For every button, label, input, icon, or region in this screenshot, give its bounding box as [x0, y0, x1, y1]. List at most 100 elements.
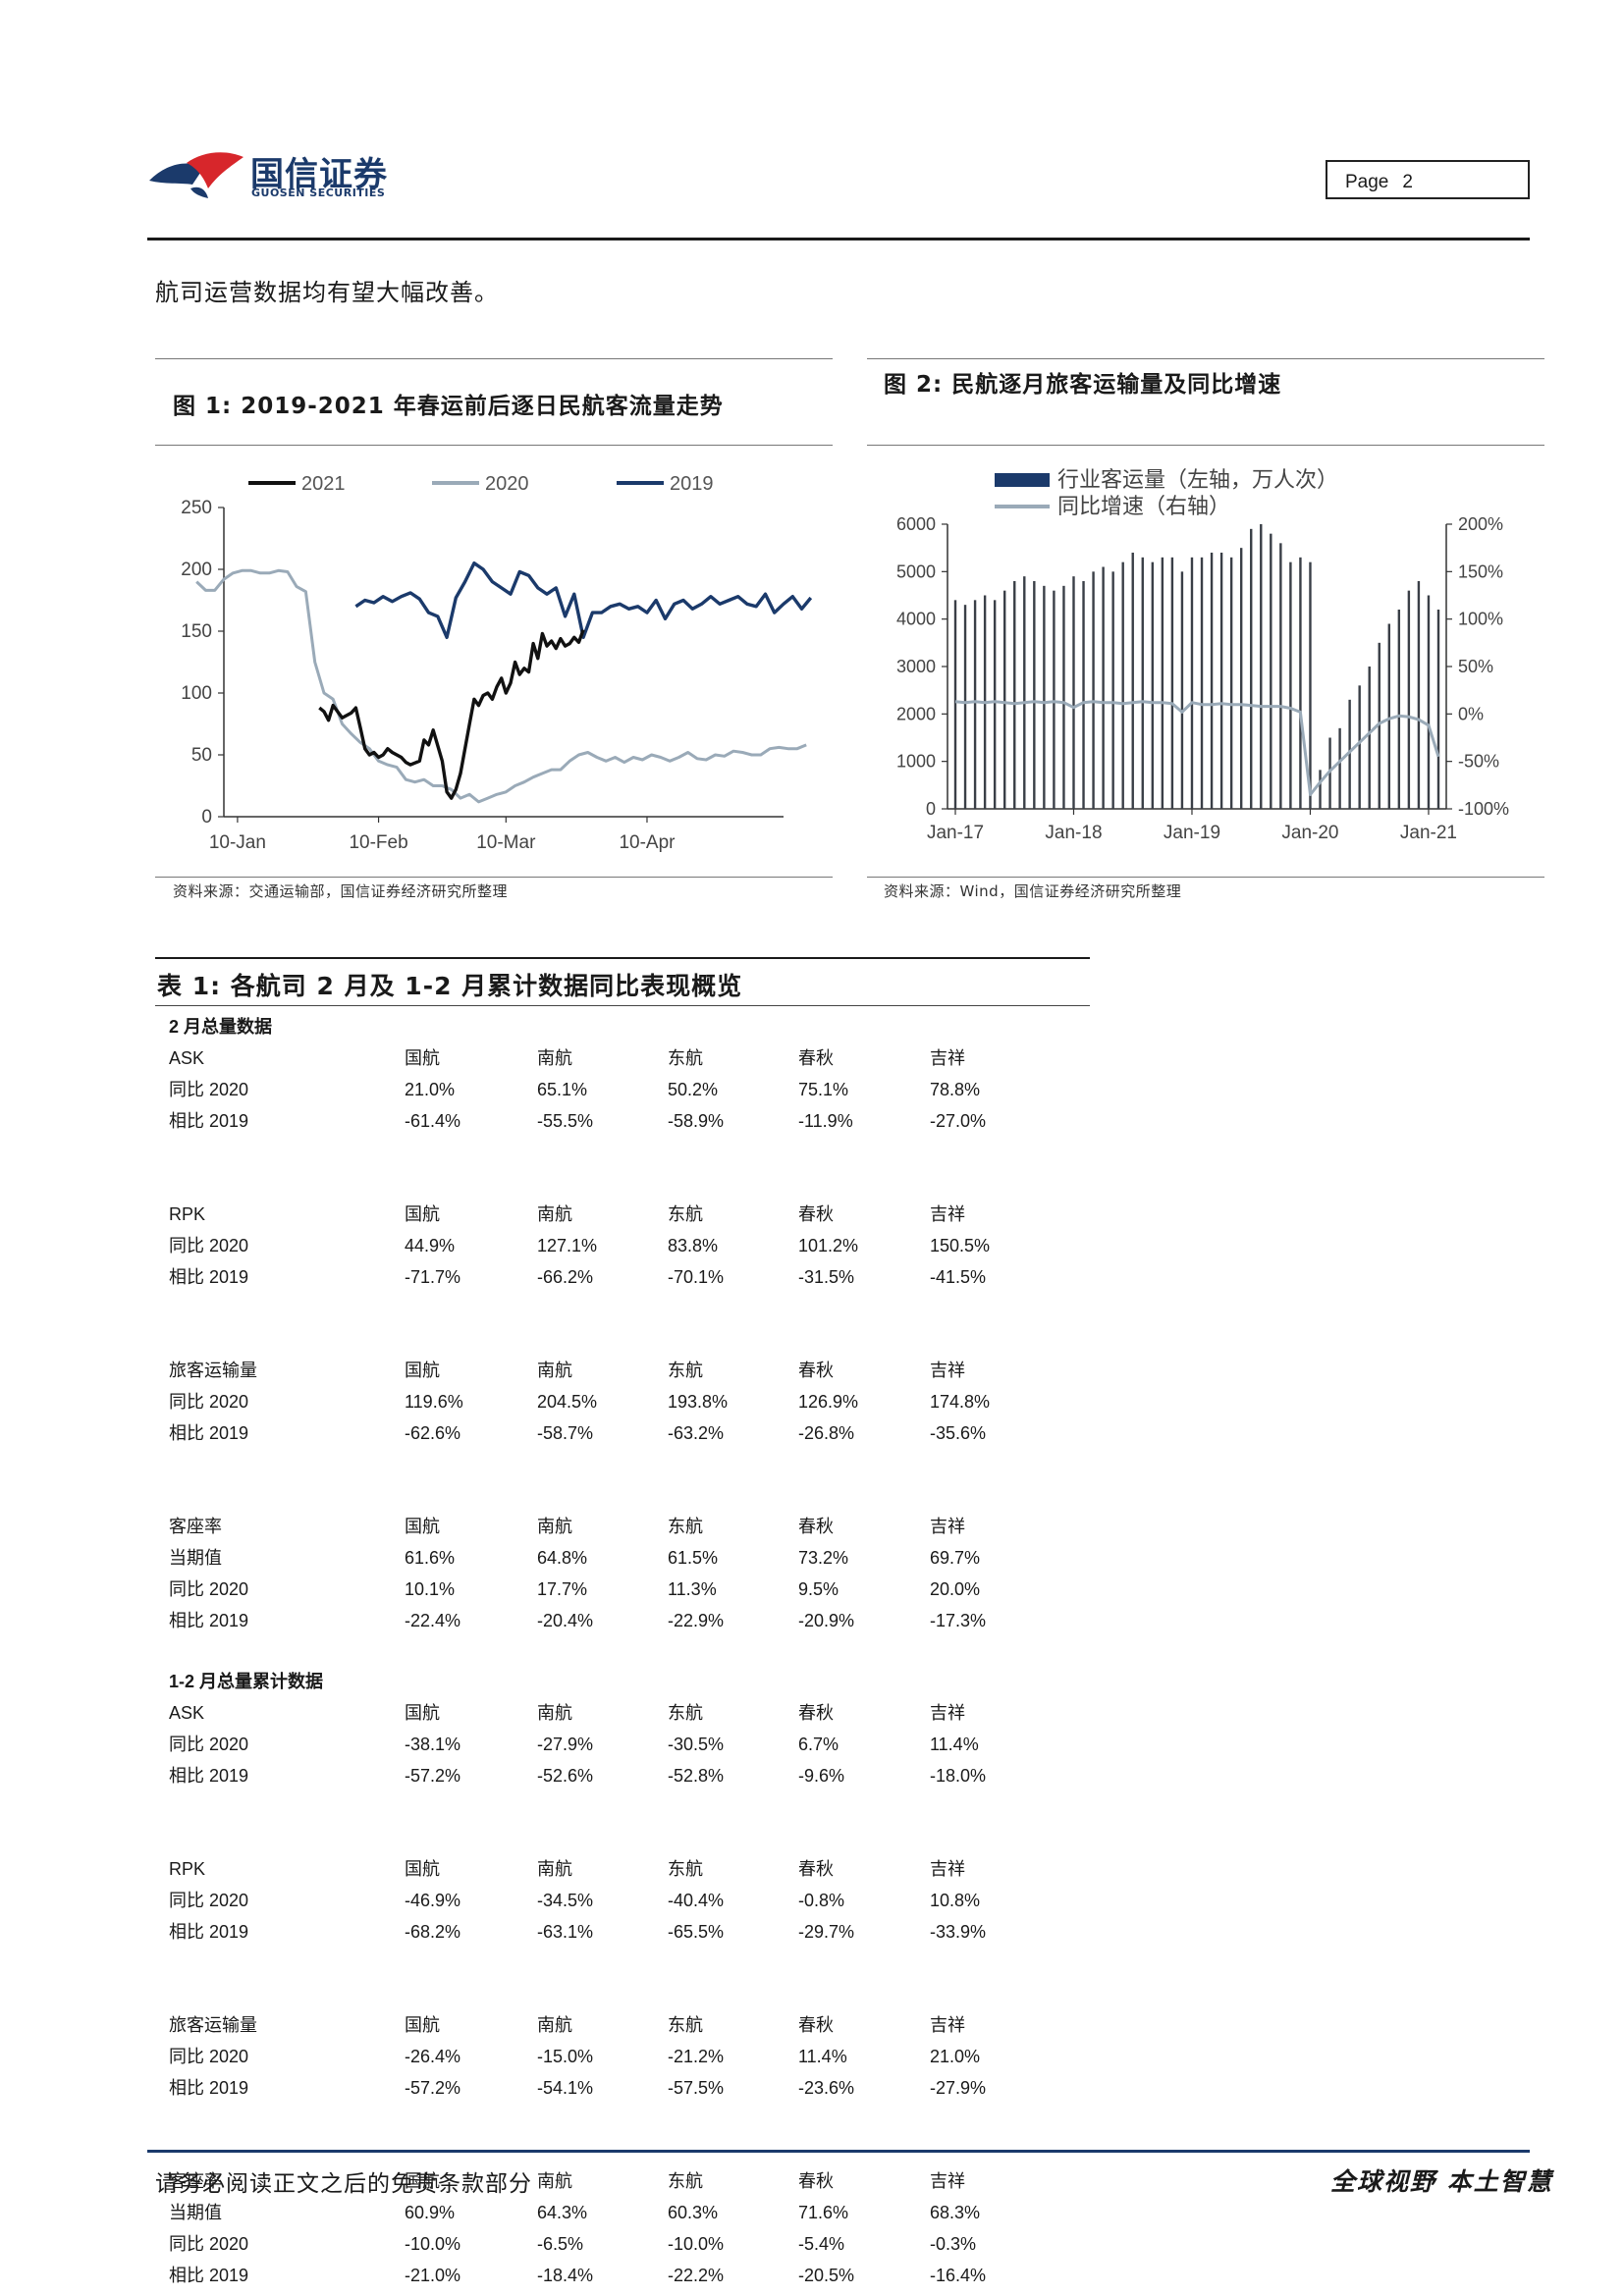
brand-logo [147, 145, 403, 204]
x-tick-label: 10-Mar [476, 832, 536, 853]
row-label: 当期值 [169, 1548, 222, 1568]
figure1-mid-rule [155, 445, 833, 446]
table-group-header-row: 旅客运输量 国航 南航 东航 春秋 吉祥 [169, 1355, 1053, 1386]
header-divider [147, 238, 1530, 240]
figure2-mid-rule [867, 445, 1544, 446]
table-section-heading: 2 月总量数据 [169, 1017, 273, 1037]
row-label: 相比 2019 [169, 2078, 249, 2098]
airline-header: 吉祥 [930, 1361, 965, 1380]
table-cell: -63.2% [668, 1423, 725, 1443]
table-cell: -21.0% [405, 2266, 461, 2285]
table-cell: -62.6% [405, 1423, 461, 1443]
table-cell: -61.4% [405, 1111, 461, 1131]
volume-bar [1180, 571, 1184, 809]
airline-header: 东航 [668, 1517, 703, 1536]
figure1-source: 资料来源：交通运输部，国信证券经济研究所整理 [173, 882, 509, 900]
figure2-bottom-rule [867, 877, 1544, 878]
group-spacer [169, 1449, 1053, 1511]
table-row: 同比 2020 -26.4% -15.0% -21.2% 11.4% 21.0% [169, 2041, 1053, 2072]
left-y-tick-label: 2000 [896, 704, 936, 723]
row-label: 相比 2019 [169, 1766, 249, 1786]
metric-label: 客座率 [169, 2171, 222, 2191]
figure1-bottom-rule [155, 877, 833, 878]
volume-bar [1270, 533, 1272, 809]
table-group-header-row: RPK 国航 南航 东航 春秋 吉祥 [169, 1853, 1053, 1885]
table-cell: 21.0% [405, 1080, 456, 1099]
volume-bar [1033, 581, 1036, 809]
volume-bar [1210, 553, 1214, 809]
table-cell: 64.8% [537, 1548, 588, 1568]
volume-bar [1378, 642, 1380, 809]
table-cell: -29.7% [798, 1922, 855, 1942]
table-cell: 69.7% [930, 1548, 981, 1568]
volume-bar [1170, 557, 1174, 809]
airline-comparison-table: 2 月总量数据 ASK 国航 南航 东航 春秋 吉祥 同比 2020 21.0% 65.1% 50.… [169, 1011, 1053, 2291]
airline-header: 吉祥 [930, 1517, 965, 1536]
volume-bar [1299, 557, 1302, 809]
table-cell: -31.5% [798, 1267, 855, 1287]
table-group-header-row: 客座率 国航 南航 东航 春秋 吉祥 [169, 1511, 1053, 1542]
group-spacer [169, 1948, 1053, 2009]
row-label: 同比 2020 [169, 1735, 249, 1754]
left-y-tick-label: 1000 [896, 752, 936, 772]
airline-header: 南航 [537, 1361, 572, 1380]
row-label: 同比 2020 [169, 1891, 249, 1910]
row-label: 同比 2020 [169, 1579, 249, 1599]
table-row: 相比 2019 -22.4% -20.4% -22.9% -20.9% -17.3% [169, 1605, 1053, 1636]
table-cell: 17.7% [537, 1579, 588, 1599]
airline-header: 春秋 [798, 1703, 834, 1723]
metric-label: 旅客运输量 [169, 1361, 257, 1380]
volume-bar [1013, 581, 1016, 809]
table-cell: 68.3% [930, 2203, 981, 2222]
legend-label-2021: 2021 [301, 473, 346, 495]
table-cell: 174.8% [930, 1392, 991, 1412]
table-cell: -18.0% [930, 1766, 987, 1786]
table-cell: 6.7% [798, 1735, 839, 1754]
row-label: 当期值 [169, 2203, 222, 2222]
airline-header: 吉祥 [930, 2171, 965, 2191]
table-cell: -57.5% [668, 2078, 725, 2098]
row-label: 相比 2019 [169, 1111, 249, 1131]
table-cell: -21.2% [668, 2047, 725, 2066]
airline-header: 吉祥 [930, 1859, 965, 1879]
table-row: 同比 2020 -10.0% -6.5% -10.0% -5.4% -0.3% [169, 2228, 1053, 2260]
metric-label: 旅客运输量 [169, 2015, 257, 2035]
left-y-tick-label: 3000 [896, 657, 936, 676]
table-cell: -52.8% [668, 1766, 725, 1786]
right-y-tick-label: 50% [1458, 657, 1493, 676]
volume-bar [1239, 548, 1243, 809]
volume-bar [963, 605, 967, 809]
legend-label-volume: 行业客运量（左轴，万人次） [1057, 467, 1338, 492]
table-cell: 20.0% [930, 1579, 981, 1599]
x-tick-label: Jan-19 [1164, 823, 1220, 843]
volume-bar [1161, 557, 1164, 809]
table-cell: 73.2% [798, 1548, 849, 1568]
volume-bar [1092, 571, 1095, 809]
airline-header: 吉祥 [930, 1703, 965, 1723]
footer-slogan: 全球视野 本土智慧 [1330, 2167, 1553, 2196]
table-cell: -22.9% [668, 1611, 725, 1630]
airline-header: 国航 [405, 1859, 440, 1879]
table-row: 相比 2019 -21.0% -18.4% -22.2% -20.5% -16.4% [169, 2260, 1053, 2291]
series-line-2019 [354, 561, 813, 640]
table-cell: 204.5% [537, 1392, 598, 1412]
table-section-heading: 1-2 月总量累计数据 [169, 1672, 324, 1691]
table-cell: -34.5% [537, 1891, 594, 1910]
table-cell: -71.7% [405, 1267, 461, 1287]
airline-header: 春秋 [798, 1361, 834, 1380]
airline-header: 东航 [668, 1859, 703, 1879]
airline-header: 南航 [537, 1517, 572, 1536]
airline-header: 春秋 [798, 1517, 834, 1536]
row-label: 同比 2020 [169, 2047, 249, 2066]
volume-bar [1387, 623, 1390, 809]
table-cell: 75.1% [798, 1080, 849, 1099]
right-y-tick-label: -100% [1458, 799, 1509, 819]
table-cell: -26.4% [405, 2047, 461, 2066]
table-cell: -65.5% [668, 1922, 725, 1942]
x-tick-label: 10-Feb [349, 832, 407, 853]
table-group-header-row: 客座率 国航 南航 东航 春秋 吉祥 [169, 2165, 1053, 2197]
table-row: 同比 2020 -46.9% -34.5% -40.4% -0.8% 10.8% [169, 1885, 1053, 1916]
table-cell: -27.9% [930, 2078, 987, 2098]
right-y-tick-label: -50% [1458, 752, 1499, 772]
volume-bar [1368, 667, 1371, 809]
